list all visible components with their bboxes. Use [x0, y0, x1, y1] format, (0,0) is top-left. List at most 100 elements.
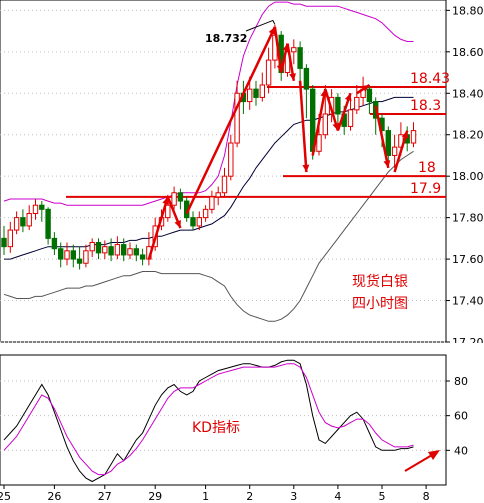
high-label: 18.732 — [205, 32, 247, 45]
level-label: 18 — [418, 160, 436, 176]
candle-body — [297, 47, 303, 69]
candle — [202, 205, 209, 222]
chart-annotation: 现货白银四小时图 — [352, 273, 408, 312]
candle — [335, 93, 341, 127]
price-panel: 18.80 18.60 18.40 18.20 18.00 17.80 17.60 17.40… — [0, 0, 484, 349]
candle — [133, 244, 140, 262]
x-tick-label: 8 — [423, 490, 430, 503]
candle-body — [76, 258, 83, 264]
trend-arrow-shaft — [374, 105, 390, 169]
candle-body — [1, 237, 7, 248]
candle — [391, 134, 398, 168]
price-tick-label: 17.60 — [452, 253, 484, 266]
candle — [291, 39, 297, 65]
x-tick-label: 25 — [0, 490, 11, 503]
candle-body — [127, 248, 133, 256]
candle — [83, 244, 89, 268]
candle — [45, 207, 51, 245]
trend-arrow-shaft — [147, 196, 169, 260]
x-tick-label: 29 — [148, 490, 162, 503]
level-label: 17.9 — [410, 181, 441, 197]
candle — [7, 221, 14, 253]
kd-tick-label: 60 — [454, 410, 468, 423]
candle-body — [32, 204, 39, 214]
candle-body — [202, 208, 209, 219]
candle-body — [114, 244, 121, 256]
candle-body — [265, 59, 272, 86]
trend-arrow-shaft — [185, 26, 277, 215]
support-resistance-levels: 18.43 18.3 18 17.9 — [66, 71, 450, 198]
price-panel-frame — [0, 0, 447, 343]
trend-arrow-shaft — [273, 26, 283, 73]
candle-body — [7, 229, 14, 248]
candle — [177, 188, 184, 210]
x-tick-label: 27 — [98, 490, 112, 503]
candle-body — [366, 88, 373, 103]
candle — [385, 126, 392, 164]
candle-body — [26, 212, 32, 227]
price-tick-label: 17.80 — [452, 212, 484, 225]
candle — [64, 242, 70, 266]
upper-band-line — [3, 1, 414, 206]
candle — [114, 236, 121, 260]
candle-body — [165, 204, 171, 219]
candle-body — [58, 248, 64, 260]
candle — [139, 248, 146, 266]
kd-annotation: KD指标 — [192, 420, 240, 436]
candle-body — [234, 92, 240, 144]
candle — [76, 246, 83, 270]
candle — [297, 41, 303, 85]
candle-body — [410, 130, 417, 144]
annotation-line: 四小时图 — [352, 296, 408, 312]
candle — [234, 80, 240, 148]
candle-body — [209, 196, 215, 210]
candle-body — [221, 175, 228, 194]
annotation-line: 现货白银 — [352, 273, 408, 290]
candle-body — [228, 142, 234, 177]
d-line — [3, 363, 414, 476]
candle — [32, 198, 39, 220]
candle — [410, 122, 417, 148]
high-marker: 18.732 — [205, 19, 276, 45]
price-tick-label: 18.80 — [452, 4, 484, 17]
lower-band-line — [3, 150, 414, 322]
candle-body — [39, 204, 45, 210]
candle-body — [171, 192, 177, 206]
candle — [1, 225, 7, 255]
kd-y-axis: 80 60 40 — [446, 375, 468, 457]
candle-body — [51, 237, 58, 250]
level-label: 18.43 — [410, 71, 450, 87]
trend-arrow-shaft — [298, 80, 308, 173]
trend-arrow-head — [302, 164, 310, 172]
price-y-axis: 18.80 18.60 18.40 18.20 18.00 17.80 17.60 17.40… — [446, 4, 484, 349]
candle — [221, 167, 228, 197]
candle — [303, 64, 310, 119]
candle-body — [347, 109, 354, 127]
trend-arrow-head — [401, 130, 409, 139]
candle — [108, 238, 114, 262]
candle — [366, 84, 373, 114]
x-tick-label: 3 — [290, 490, 297, 503]
kd-arrow-head — [428, 450, 440, 460]
date-x-axis: 25 26 27 29 1 2 3 4 5 8 — [0, 484, 446, 503]
trend-arrows — [147, 26, 409, 260]
x-tick-label: 26 — [47, 490, 61, 503]
price-tick-label: 18.60 — [452, 46, 484, 59]
trend-arrow-head — [174, 220, 181, 228]
candle-body — [95, 242, 102, 254]
kd-tick-label: 40 — [454, 444, 468, 457]
kd-arrow-shaft — [404, 454, 433, 472]
candle-body — [45, 208, 51, 239]
candle-body — [139, 254, 146, 260]
candle-body — [215, 192, 221, 198]
price-tick-label: 18.20 — [452, 129, 484, 142]
candle-body — [291, 47, 297, 53]
candle-body — [177, 192, 184, 202]
price-tick-label: 18.00 — [452, 170, 484, 183]
x-tick-label: 2 — [246, 490, 253, 503]
candle-body — [303, 67, 310, 90]
candle-body — [259, 84, 266, 98]
k-line — [3, 359, 414, 483]
